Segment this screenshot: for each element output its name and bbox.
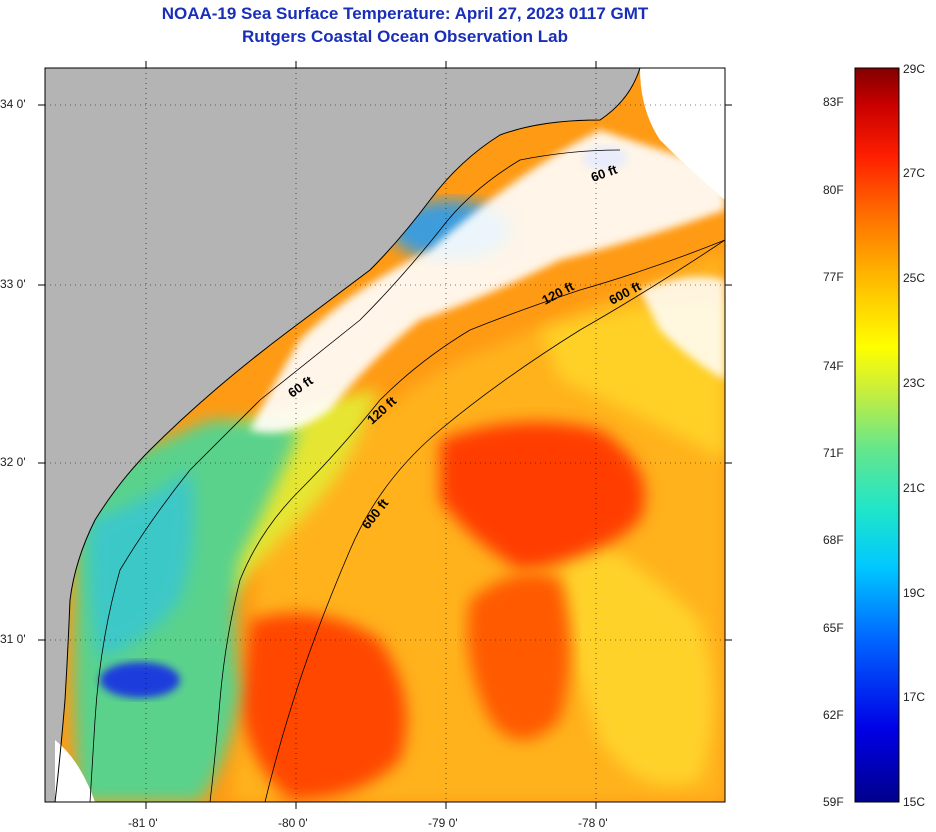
hot-core-north xyxy=(440,422,645,570)
isobath-120ft xyxy=(209,239,725,802)
coastline xyxy=(54,68,641,802)
colorbar-c-label: 25C xyxy=(903,271,926,285)
colorbar-f-label: 74F xyxy=(823,359,844,373)
lon-label: -79 0' xyxy=(428,816,458,830)
lon-label: -78 0' xyxy=(578,816,608,830)
lon-label: -81 0' xyxy=(128,816,158,830)
chart-title: NOAA-19 Sea Surface Temperature: April 2… xyxy=(161,4,649,23)
land-mask-ne xyxy=(640,68,725,200)
map-frame xyxy=(44,67,726,803)
graticule xyxy=(45,68,725,802)
colorbar-frame xyxy=(854,67,900,803)
colorbar-f-label: 65F xyxy=(823,621,844,635)
colorbar-f-label: 80F xyxy=(823,183,844,197)
colorbar xyxy=(855,68,899,802)
colorbar-c-label: 19C xyxy=(903,586,926,600)
lat-label: 32 0' xyxy=(0,455,26,469)
cool-shelf-water xyxy=(88,470,194,660)
colorbar-f-label: 77F xyxy=(823,270,844,284)
cold-spot-1 xyxy=(100,662,180,698)
lat-label: 31 0' xyxy=(0,632,26,646)
lat-label: 33 0' xyxy=(0,277,26,291)
axis-ticks xyxy=(38,61,732,809)
colorbar-f-label: 68F xyxy=(823,533,844,547)
hot-core-central xyxy=(467,573,570,740)
colorbar-c-label: 15C xyxy=(903,795,926,809)
land-mask-sw xyxy=(55,740,95,802)
isobath-60ft xyxy=(89,149,621,802)
cloud-coastal xyxy=(250,130,725,433)
cloud-offshore xyxy=(640,276,725,380)
colorbar-f-label: 83F xyxy=(823,95,844,109)
colorbar-f-label: 62F xyxy=(823,708,844,722)
colorbar-c-label: 21C xyxy=(903,481,926,495)
colorbar-f-label: 59F xyxy=(823,795,844,809)
colorbar-f-label: 71F xyxy=(823,446,844,460)
isobath-600ft xyxy=(264,239,725,802)
colorbar-c-label: 27C xyxy=(903,166,926,180)
hot-core-south xyxy=(240,613,407,800)
yellow-water-east xyxy=(560,520,713,785)
chart-subtitle: Rutgers Coastal Ocean Observation Lab xyxy=(242,27,568,46)
colorbar-c-label: 23C xyxy=(903,376,926,390)
colorbar-c-label: 17C xyxy=(903,690,926,704)
lon-label: -80 0' xyxy=(278,816,308,830)
colorbar-c-label: 29C xyxy=(903,62,926,76)
lat-label: 34 0' xyxy=(0,97,26,111)
land-mass xyxy=(45,68,640,802)
